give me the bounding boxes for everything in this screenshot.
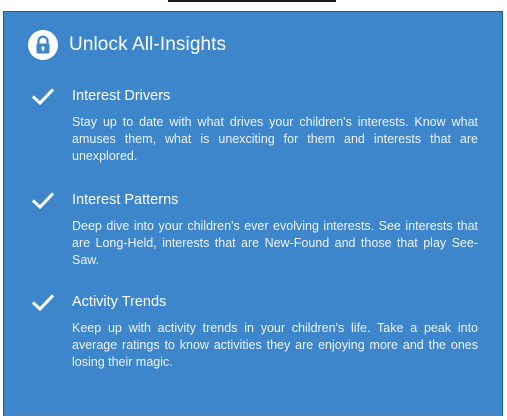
top-divider [168,0,336,2]
check-icon [32,294,54,312]
card-title: Unlock All-Insights [69,34,227,55]
unlock-insights-card: Unlock All-Insights Interest Drivers Sta… [3,11,503,416]
feature-description: Stay up to date with what drives your ch… [72,115,478,163]
feature-title: Activity Trends [72,294,167,310]
feature-title: Interest Drivers [72,88,171,104]
feature-description: Keep up with activity trends in your chi… [72,321,478,369]
lock-icon [28,30,58,60]
check-icon [32,88,54,106]
feature-title: Interest Patterns [72,192,179,208]
feature-description: Deep dive into your children's ever evol… [72,219,478,267]
check-icon [32,192,54,210]
card-header: Unlock All-Insights [28,30,226,60]
